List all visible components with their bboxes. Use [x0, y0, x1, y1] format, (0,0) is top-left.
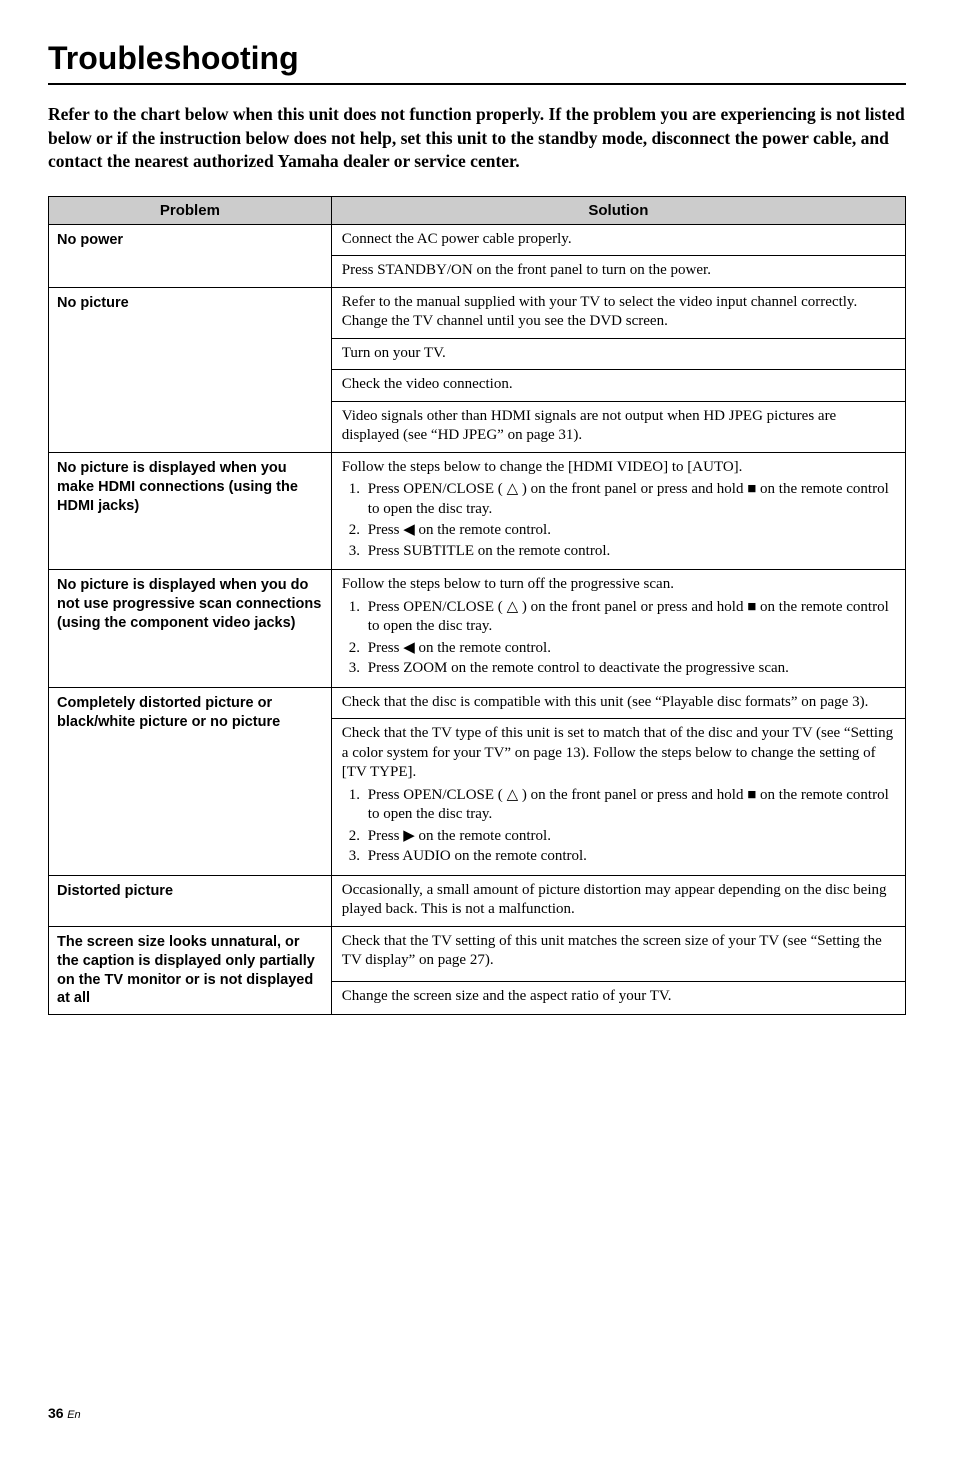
- solution-cell: Check that the disc is compatible with t…: [331, 687, 905, 719]
- list-item: Press OPEN/CLOSE ( △ ) on the front pane…: [364, 597, 895, 637]
- step-text: Press: [368, 828, 403, 844]
- troubleshooting-table: Problem Solution No power Connect the AC…: [48, 196, 906, 1015]
- problem-cell: No picture: [49, 287, 332, 452]
- step-text: ) on the front panel or press and hold: [518, 599, 747, 615]
- step-text: Press: [368, 522, 403, 538]
- solution-cell: Connect the AC power cable properly.: [331, 224, 905, 256]
- page-number: 36: [48, 1405, 64, 1421]
- problem-cell: No power: [49, 224, 332, 287]
- solution-cell: Check that the TV type of this unit is s…: [331, 719, 905, 876]
- table-row: Distorted picture Occasionally, a small …: [49, 875, 906, 926]
- solution-cell: Press STANDBY/ON on the front panel to t…: [331, 256, 905, 288]
- lead-text: Follow the steps below to change the [HD…: [342, 459, 743, 475]
- list-item: Press ◀ on the remote control.: [364, 520, 895, 541]
- page-footer: 36 En: [48, 1405, 906, 1421]
- page-lang: En: [67, 1409, 80, 1421]
- intro-text: Refer to the chart below when this unit …: [48, 103, 906, 174]
- step-text: Press OPEN/CLOSE (: [368, 787, 507, 803]
- table-row: No power Connect the AC power cable prop…: [49, 224, 906, 256]
- solution-cell: Follow the steps below to turn off the p…: [331, 570, 905, 688]
- lead-text: Follow the steps below to turn off the p…: [342, 576, 674, 592]
- step-text: Press OPEN/CLOSE (: [368, 599, 507, 615]
- solution-cell: Video signals other than HDMI signals ar…: [331, 401, 905, 452]
- step-text: ) on the front panel or press and hold: [518, 481, 747, 497]
- list-item: Press AUDIO on the remote control.: [364, 847, 895, 867]
- solution-cell: Check that the TV setting of this unit m…: [331, 926, 905, 981]
- title-rule: [48, 83, 906, 85]
- list-item: Press SUBTITLE on the remote control.: [364, 542, 895, 562]
- left-icon: ◀: [403, 639, 415, 656]
- left-icon: ◀: [403, 521, 415, 538]
- problem-cell: Distorted picture: [49, 875, 332, 926]
- table-row: No picture is displayed when you do not …: [49, 570, 906, 688]
- lead-text: Check that the TV type of this unit is s…: [342, 725, 893, 780]
- list-item: Press OPEN/CLOSE ( △ ) on the front pane…: [364, 479, 895, 519]
- step-text: Press: [368, 640, 403, 656]
- list-item: Press ZOOM on the remote control to deac…: [364, 659, 895, 679]
- header-solution: Solution: [331, 196, 905, 224]
- table-row: The screen size looks unnatural, or the …: [49, 926, 906, 981]
- list-item: Press ▶ on the remote control.: [364, 826, 895, 847]
- solution-cell: Follow the steps below to change the [HD…: [331, 452, 905, 570]
- eject-icon: △: [507, 786, 519, 803]
- stop-icon: ■: [747, 598, 756, 615]
- problem-cell: Completely distorted picture or black/wh…: [49, 687, 332, 875]
- solution-cell: Refer to the manual supplied with your T…: [331, 287, 905, 338]
- steps-list: Press OPEN/CLOSE ( △ ) on the front pane…: [342, 785, 895, 867]
- table-row: No picture Refer to the manual supplied …: [49, 287, 906, 338]
- stop-icon: ■: [747, 786, 756, 803]
- list-item: Press OPEN/CLOSE ( △ ) on the front pane…: [364, 785, 895, 825]
- header-problem: Problem: [49, 196, 332, 224]
- step-text: Press OPEN/CLOSE (: [368, 481, 507, 497]
- right-icon: ▶: [403, 827, 415, 844]
- page-title: Troubleshooting: [48, 40, 906, 77]
- table-row: No picture is displayed when you make HD…: [49, 452, 906, 570]
- list-item: Press ◀ on the remote control.: [364, 638, 895, 659]
- step-text: ) on the front panel or press and hold: [518, 787, 747, 803]
- solution-cell: Turn on your TV.: [331, 338, 905, 370]
- steps-list: Press OPEN/CLOSE ( △ ) on the front pane…: [342, 597, 895, 679]
- step-text: on the remote control.: [415, 522, 551, 538]
- table-row: Completely distorted picture or black/wh…: [49, 687, 906, 719]
- problem-cell: No picture is displayed when you do not …: [49, 570, 332, 688]
- problem-cell: No picture is displayed when you make HD…: [49, 452, 332, 570]
- solution-cell: Check the video connection.: [331, 370, 905, 402]
- eject-icon: △: [507, 480, 519, 497]
- table-header-row: Problem Solution: [49, 196, 906, 224]
- problem-cell: The screen size looks unnatural, or the …: [49, 926, 332, 1014]
- solution-cell: Occasionally, a small amount of picture …: [331, 875, 905, 926]
- stop-icon: ■: [747, 480, 756, 497]
- step-text: on the remote control.: [415, 828, 551, 844]
- step-text: on the remote control.: [415, 640, 551, 656]
- solution-cell: Change the screen size and the aspect ra…: [331, 981, 905, 1015]
- eject-icon: △: [507, 598, 519, 615]
- steps-list: Press OPEN/CLOSE ( △ ) on the front pane…: [342, 479, 895, 561]
